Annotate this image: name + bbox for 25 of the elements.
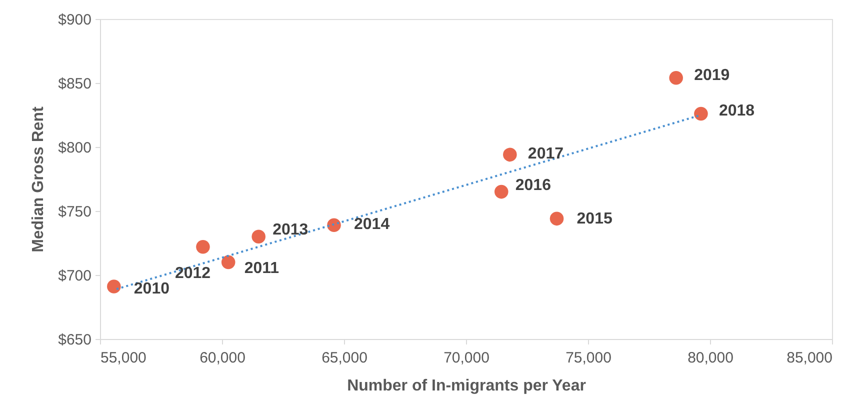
annotation: 2017 — [528, 146, 564, 163]
x-tick-label: 75,000 — [566, 350, 612, 366]
x-axis-title: Number of In-migrants per Year — [347, 378, 586, 394]
annotation: 2013 — [272, 222, 308, 239]
x-tick-label: 60,000 — [200, 350, 246, 366]
y-tick-label: $900 — [58, 12, 92, 28]
annotation: 2011 — [244, 260, 280, 278]
annotation: 2015 — [576, 210, 612, 228]
x-tick-label: 55,000 — [100, 350, 146, 366]
y-axis-title: Median Gross Rent — [30, 106, 48, 252]
annotation: 2014 — [354, 216, 390, 234]
annotation: 2010 — [134, 280, 170, 298]
annotation: 2016 — [515, 176, 552, 194]
annotation: 2018 — [718, 102, 755, 120]
x-tick-label: 65,000 — [322, 350, 368, 366]
y-tick-label: $850 — [58, 76, 92, 92]
annotation: 2019 — [694, 66, 730, 84]
annotation: 2012 — [174, 264, 211, 282]
x-tick-label: 70,000 — [444, 350, 490, 366]
y-tick-label: $750 — [58, 204, 92, 220]
x-tick-label: 85,000 — [786, 350, 832, 366]
y-tick-label: $700 — [58, 268, 92, 284]
y-tick-label: $650 — [58, 332, 92, 348]
x-tick-label: 80,000 — [688, 350, 734, 366]
y-tick-label: $800 — [58, 140, 92, 156]
